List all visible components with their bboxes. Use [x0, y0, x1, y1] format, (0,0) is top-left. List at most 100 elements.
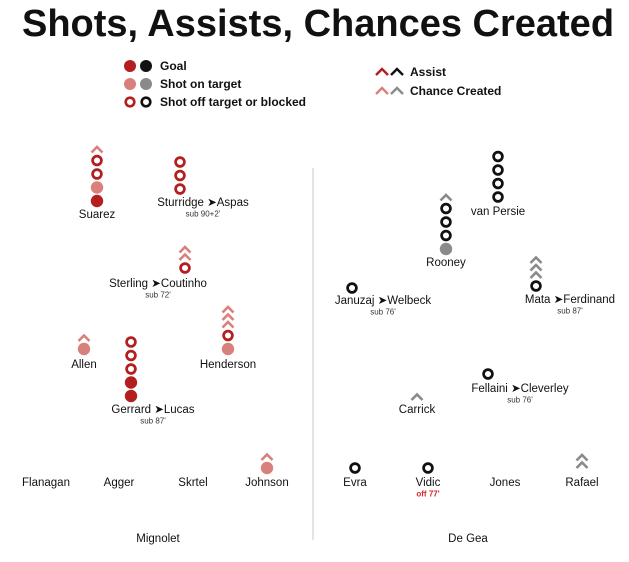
goal-marker [90, 194, 104, 208]
shot-off-target-marker [492, 191, 504, 203]
chance-marker [575, 453, 589, 462]
shot-on-target-marker [439, 242, 453, 256]
legend-assist-home-marker [375, 67, 389, 76]
legend-on-target-label: Shot on target [160, 77, 241, 91]
player-name: Fellaini ➤Cleverley [471, 383, 568, 395]
chance-marker [575, 460, 589, 469]
player-flanagan: Flanagan [22, 477, 70, 489]
player-agger: Agger [104, 477, 135, 489]
chance-marker [221, 312, 235, 321]
player-name: van Persie [471, 206, 525, 218]
shot-off-target-marker [422, 462, 434, 474]
chance-marker [529, 255, 543, 264]
player-evra: Evra [343, 462, 367, 489]
substitution-note: sub 76' [507, 396, 533, 405]
shot-off-target-marker [91, 154, 103, 167]
goalkeeper-home: Mignolet [136, 533, 180, 545]
player-johnson: Johnson [245, 452, 289, 489]
shot-off-target-marker [346, 282, 358, 294]
chart-title: Shots, Assists, Chances Created [22, 3, 614, 45]
player-vanpersie: van Persie [471, 150, 525, 218]
chance-marker [260, 452, 274, 461]
legend-off-target-home-marker [124, 96, 136, 108]
legend-assist-label: Assist [410, 65, 446, 79]
shot-off-target-marker [440, 216, 452, 228]
chance-marker [178, 245, 192, 254]
shot-off-target-marker [125, 349, 137, 362]
substitution-note: sub 87' [140, 417, 166, 426]
substitution-off-note: off 77' [416, 490, 439, 499]
player-skrtel: Skrtel [178, 477, 207, 489]
shot-off-target-marker [349, 462, 361, 474]
substitution-note: sub 87' [557, 307, 583, 316]
chance-marker [221, 305, 235, 314]
chance-marker [529, 270, 543, 279]
player-name: Rooney [426, 257, 466, 269]
player-carrick: Carrick [399, 392, 436, 416]
legend-chance-away-marker [390, 86, 404, 95]
legend-goal-home-marker [124, 60, 136, 72]
shot-off-target-marker [91, 168, 103, 180]
player-henderson: Henderson [200, 305, 256, 371]
goal-marker [124, 376, 138, 389]
shot-off-target-marker [222, 329, 234, 342]
legend-chance-label: Chance Created [410, 84, 501, 98]
shot-on-target-marker [221, 342, 235, 356]
substitution-note: sub 76' [370, 308, 396, 317]
player-name: Agger [104, 477, 135, 489]
player-name: Vidic [416, 477, 441, 489]
player-name: Carrick [399, 404, 436, 416]
chance-marker [77, 333, 91, 342]
player-name: Evra [343, 477, 367, 489]
shot-off-target-marker [125, 363, 137, 375]
shot-off-target-marker [530, 280, 542, 292]
shot-on-target-marker [90, 181, 104, 194]
shot-on-target-marker [77, 342, 91, 356]
shot-on-target-marker [260, 461, 274, 475]
player-name: Johnson [245, 477, 288, 489]
player-rooney: Rooney [426, 193, 466, 269]
legend-assist-away-marker [390, 67, 404, 76]
goalkeeper-away: De Gea [448, 533, 488, 545]
chance-marker [178, 252, 192, 261]
player-name: Jones [490, 477, 521, 489]
chance-marker [410, 392, 424, 401]
shot-off-target-marker [440, 229, 452, 242]
player-name: Suarez [79, 209, 116, 221]
player-suarez: Suarez [79, 145, 116, 221]
shot-off-target-marker [174, 169, 186, 182]
chance-marker [90, 145, 104, 154]
player-rafael: Rafael [565, 453, 599, 489]
player-name: Sturridge ➤Aspas [157, 197, 249, 209]
chance-marker [529, 263, 543, 272]
chance-marker [221, 320, 235, 329]
goal-marker [124, 389, 138, 403]
shot-off-target-marker [492, 150, 504, 163]
player-name: Gerrard ➤Lucas [111, 404, 194, 416]
player-allen: Allen [71, 333, 97, 371]
player-name: Mata ➤Ferdinand [525, 294, 615, 306]
legend-on-target-away-marker [140, 78, 152, 90]
player-name: Allen [71, 359, 97, 371]
player-name: Rafael [565, 477, 598, 489]
legend-goal-label: Goal [160, 59, 187, 73]
substitution-note: sub 72' [145, 291, 171, 300]
legend-on-target-home-marker [124, 78, 136, 90]
shot-off-target-marker [174, 156, 186, 168]
legend-chance-home-marker [375, 86, 389, 95]
shot-off-target-marker [125, 336, 137, 348]
legend-off-target-label: Shot off target or blocked [160, 95, 306, 109]
shot-off-target-marker [174, 183, 186, 195]
shot-off-target-marker [179, 262, 191, 274]
shot-off-target-marker [482, 368, 494, 380]
player-name: Sterling ➤Coutinho [109, 278, 207, 290]
shot-off-target-marker [492, 164, 504, 176]
